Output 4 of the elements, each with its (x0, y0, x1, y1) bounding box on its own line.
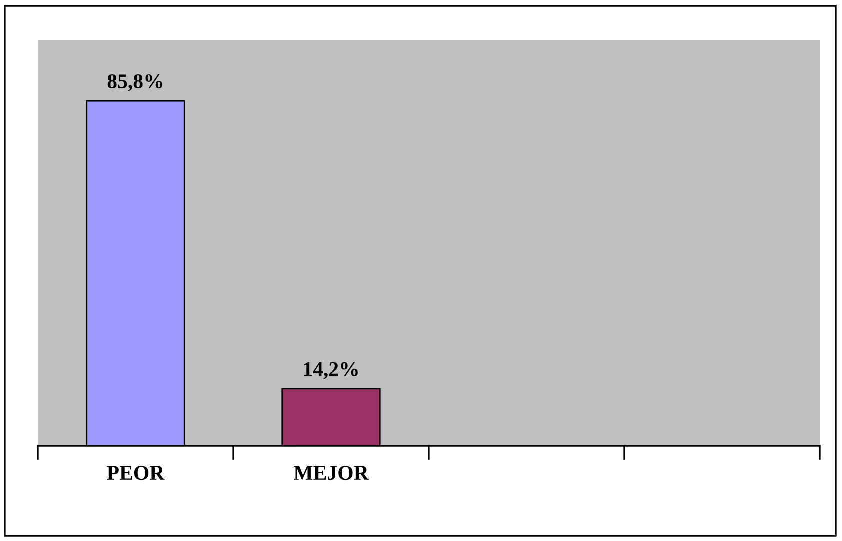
data-label: 85,8% (108, 74, 162, 92)
x-tick-label: MEJOR (294, 466, 370, 480)
x-tick-label: PEOR (107, 466, 165, 480)
data-label: 14,2% (304, 362, 358, 380)
